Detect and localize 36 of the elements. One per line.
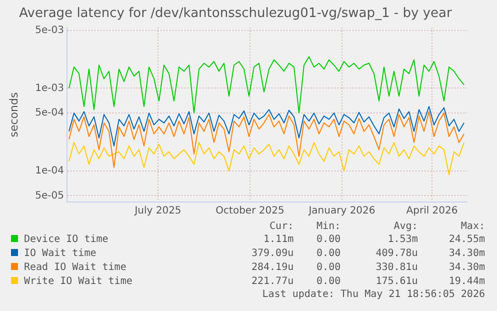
legend-label: Device IO time: [23, 233, 110, 247]
text: 330.81u: [374, 261, 418, 275]
legend-label: Read IO Wait time: [23, 261, 128, 275]
legend-label: Write IO Wait time: [23, 275, 134, 289]
text: 409.78u: [374, 247, 418, 261]
text: 0.00: [316, 261, 341, 275]
text: 284.19u: [250, 261, 294, 275]
text: Last update: Thu May 21 18:56:05 2026: [261, 289, 485, 301]
y-tick-label: 5e-03: [35, 24, 64, 36]
text: 0.00: [316, 233, 341, 247]
y-tick-label: 1e-04: [35, 165, 64, 176]
text: 175.61u: [374, 275, 418, 289]
x-tick-label: January 2026: [308, 206, 376, 217]
text: 1.53m: [386, 233, 418, 247]
chart-title: Average latency for /dev/kantonsschulezug01-vg/swap_1 - by year: [19, 6, 452, 22]
y-axis-title: seconds: [7, 92, 20, 138]
text: 24.55m: [448, 233, 485, 247]
text: 221.77u: [250, 275, 294, 289]
text: 34.30m: [448, 247, 485, 261]
y-tick-label: 5e-04: [35, 108, 64, 119]
x-tick-label: July 2025: [134, 206, 182, 217]
text: 0.00: [316, 247, 341, 261]
y-tick-label: 5e-05: [35, 190, 64, 202]
text: Max:: [460, 221, 485, 233]
text: Avg:: [392, 221, 418, 233]
x-tick-label: October 2025: [216, 206, 284, 217]
text: Min:: [316, 221, 341, 233]
x-tick-label: April 2026: [406, 206, 458, 217]
text: 19.44m: [448, 275, 485, 289]
text: 379.09u: [250, 247, 294, 261]
text: 1.11m: [262, 233, 294, 247]
y-tick-label: 1e-03: [35, 82, 64, 94]
text: 34.30m: [448, 261, 485, 275]
text: 0.00: [316, 275, 341, 289]
text: Cur:: [268, 221, 294, 233]
legend-label: IO Wait time: [23, 247, 98, 261]
